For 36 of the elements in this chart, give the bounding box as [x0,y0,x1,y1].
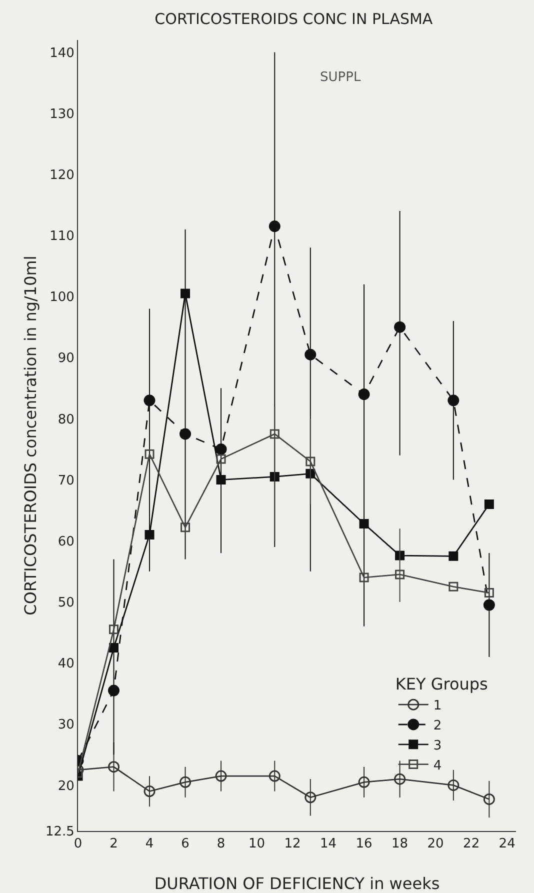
x-tick-label: 24 [498,836,516,852]
y-tick-label: 90 [58,351,74,366]
legend-label: 4 [433,758,442,774]
x-axis-title: DURATION OF DEFICIENCY in weeks [154,874,440,893]
y-tick-label: 120 [50,168,74,183]
y-tick-label: 70 [58,473,74,488]
x-tick-label: 18 [392,836,408,852]
legend-title: KEY Groups [395,674,488,694]
y-tick-label: 30 [58,718,74,733]
y-axis-title: CORTICOSTEROIDS concentration in ng/10ml [21,256,40,616]
x-tick-label: 0 [74,836,82,852]
legend-label: 1 [433,698,442,714]
x-tick-label: 14 [320,836,337,852]
legend-label: 3 [433,738,442,754]
y-tick-label: 40 [58,656,74,672]
annotation: SUPPL [320,70,362,85]
x-tick-label: 4 [145,836,154,852]
x-tick-label: 6 [181,836,190,852]
chart-title: CORTICOSTEROIDS CONC IN PLASMA [154,10,434,28]
x-tick-label: 12 [284,836,301,852]
y-tick-label: 140 [50,46,74,61]
y-tick-label: 60 [58,534,74,550]
x-tick-label: 8 [216,836,226,852]
y-tick-label: 12.5 [45,824,74,840]
x-tick-label: 22 [463,836,480,852]
y-tick-label: 130 [50,106,74,122]
x-tick-label: 10 [248,836,266,852]
y-tick-label: 100 [50,290,74,306]
y-tick-label: 50 [58,596,74,610]
x-tick-label: 20 [427,836,444,852]
legend-label: 2 [433,718,442,734]
x-tick-label: 2 [110,836,118,852]
y-tick-label: 80 [58,412,74,428]
y-tick-label: 110 [50,229,74,244]
y-tick-label: 20 [58,778,74,794]
x-tick-label: 16 [356,836,372,852]
